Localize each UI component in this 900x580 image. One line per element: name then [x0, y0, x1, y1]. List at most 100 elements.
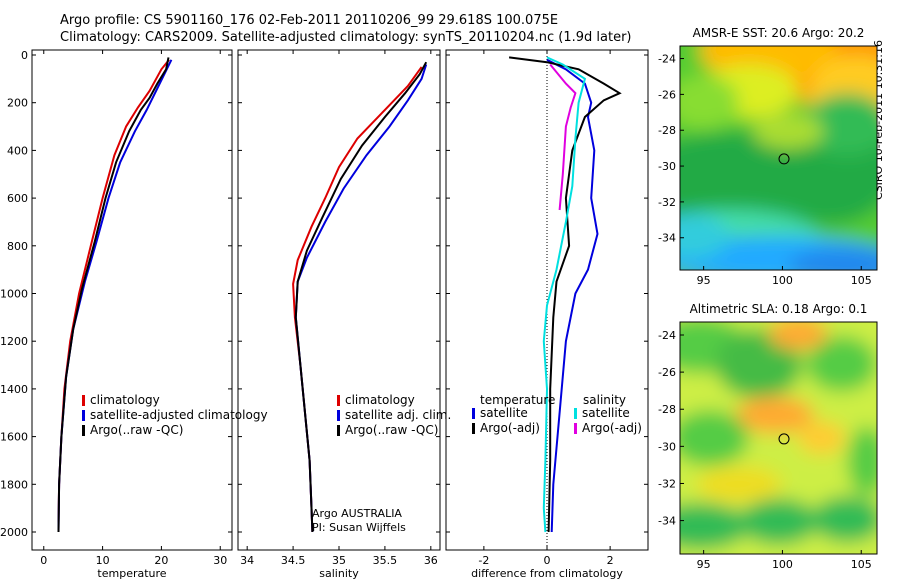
series-line-salinity-satellite	[542, 56, 587, 533]
y-tick-label: 400	[7, 144, 28, 157]
map-y-tick-label: -28	[658, 403, 676, 416]
legend-label: satellite	[582, 406, 630, 420]
y-tick-label: 800	[7, 240, 28, 253]
map-color-blob	[788, 247, 877, 270]
legend-swatch	[337, 395, 340, 406]
operator-note: Argo AUSTRALIA	[312, 507, 402, 520]
x-tick-label-temperature: 20	[154, 554, 168, 567]
y-tick-label: 1200	[0, 335, 28, 348]
panel-frame-temperature	[31, 49, 233, 551]
series-line-climatology	[57, 59, 170, 523]
y-tick-label: 2000	[0, 526, 28, 539]
y-tick-label: 1000	[0, 288, 28, 301]
legend-label: Argo(-adj)	[582, 421, 642, 435]
map-y-tick-label: -30	[658, 160, 676, 173]
x-tick-label-salinity: 35.5	[373, 554, 398, 567]
legend-swatch	[472, 408, 475, 419]
legend-swatch	[472, 423, 475, 434]
y-tick-label: 1800	[0, 478, 28, 491]
map-title-sst_map: AMSR-E SST: 20.6 Argo: 20.2	[693, 26, 865, 40]
legend-swatch	[574, 423, 577, 434]
map-color-blob	[695, 465, 783, 503]
map-color-blob	[806, 335, 877, 392]
x-tick-label-temperature: 30	[213, 554, 227, 567]
argo-position-marker	[778, 153, 790, 165]
series-line-argo-raw-qc-	[57, 57, 170, 533]
x-tick-label-difference: -2	[478, 554, 489, 567]
y-tick-label: 1400	[0, 383, 28, 396]
legend-label: climatology	[90, 393, 160, 407]
map-color-field	[680, 46, 877, 270]
legend-label: Argo(..raw -QC)	[345, 423, 438, 437]
map-color-blob	[680, 502, 749, 550]
plot-title-line2: Climatology: CARS2009. Satellite-adjuste…	[60, 30, 632, 45]
map-x-tick-label: 100	[772, 274, 793, 287]
series-line-argo-raw-qc-	[294, 61, 428, 533]
map-color-blob	[752, 113, 824, 150]
map-x-tick-label: 105	[851, 558, 872, 571]
map-field-sla_map	[680, 322, 877, 554]
series-line-salinity-argo-adj-	[549, 63, 577, 211]
map-color-field	[680, 322, 877, 554]
x-tick-label-salinity: 34	[240, 554, 254, 567]
map-color-blob	[739, 498, 818, 545]
map-color-blob	[847, 426, 877, 496]
x-tick-label-temperature: 10	[96, 554, 110, 567]
map-x-tick-label: 105	[851, 274, 872, 287]
y-tick-label: 1600	[0, 431, 28, 444]
x-axis-label-salinity: salinity	[319, 567, 359, 580]
map-frame-sst_map	[679, 45, 878, 271]
x-tick-label-temperature: 0	[40, 554, 47, 567]
map-y-tick-label: -32	[658, 477, 676, 490]
series-line-temperature-argo-adj-	[508, 56, 622, 533]
map-y-tick-label: -26	[658, 366, 676, 379]
legend-swatch	[82, 410, 85, 421]
map-x-tick-label: 95	[697, 558, 711, 571]
x-axis-label-difference: difference from climatology	[471, 567, 623, 580]
map-color-blob	[680, 410, 749, 466]
legend-label: climatology	[345, 393, 415, 407]
map-y-tick-label: -32	[658, 196, 676, 209]
map-x-tick-label: 100	[772, 558, 793, 571]
plot-title-line1: Argo profile: CS 5901160_176 02-Feb-2011…	[60, 13, 559, 28]
legend-label: satellite adj. clim.	[345, 408, 451, 422]
investigator-note: PI: Susan Wijffels	[312, 521, 406, 534]
y-tick-label: 200	[7, 97, 28, 110]
map-color-blob	[798, 421, 846, 455]
x-tick-label-salinity: 35	[332, 554, 346, 567]
map-title-sla_map: Altimetric SLA: 0.18 Argo: 0.1	[690, 302, 868, 316]
map-x-tick-label: 95	[697, 274, 711, 287]
map-color-blob	[680, 75, 740, 129]
map-field-sst_map	[680, 46, 877, 270]
x-tick-label-difference: 0	[544, 554, 551, 567]
map-color-blob	[768, 322, 828, 350]
map-y-tick-label: -24	[658, 329, 676, 342]
legend-label: Argo(..raw -QC)	[90, 423, 183, 437]
map-color-blob	[735, 396, 814, 434]
x-tick-label-salinity: 36	[424, 554, 438, 567]
legend-swatch	[337, 425, 340, 436]
map-y-tick-label: -34	[658, 515, 676, 528]
legend-group-title: salinity	[583, 393, 626, 407]
legend-group-title: temperature	[480, 393, 555, 407]
legend-swatch	[82, 425, 85, 436]
x-tick-label-difference: 2	[607, 554, 614, 567]
map-y-tick-label: -30	[658, 440, 676, 453]
panel-frame-salinity	[237, 49, 441, 551]
y-tick-label: 0	[21, 49, 28, 62]
legend-label: Argo(-adj)	[480, 421, 540, 435]
map-frame-sla_map	[679, 321, 878, 555]
map-y-tick-label: -24	[658, 53, 676, 66]
legend-swatch	[574, 408, 577, 419]
map-y-tick-label: -28	[658, 124, 676, 137]
x-tick-label-salinity: 34.5	[281, 554, 306, 567]
map-color-blob	[680, 214, 730, 259]
legend-label: satellite	[480, 406, 528, 420]
series-line-satellite-adjusted-climatology	[57, 59, 173, 533]
map-color-blob	[812, 496, 877, 543]
map-y-tick-label: -34	[658, 232, 676, 245]
series-line-climatology	[292, 66, 423, 533]
legend-swatch	[82, 395, 85, 406]
legend-label: satellite-adjusted climatology	[90, 408, 268, 422]
map-y-tick-label: -26	[658, 88, 676, 101]
